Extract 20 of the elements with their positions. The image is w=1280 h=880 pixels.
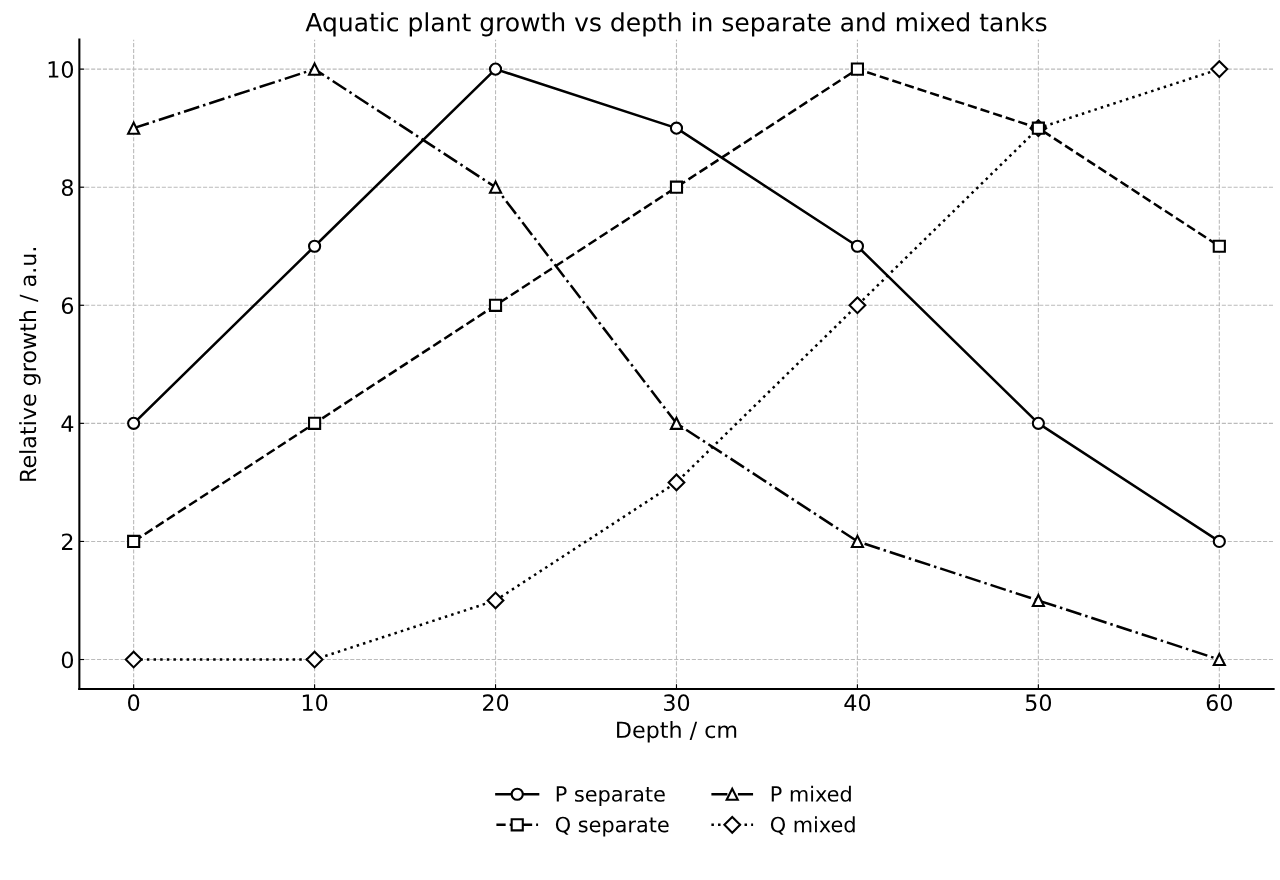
x-axis-title: Depth / cm bbox=[617, 720, 737, 743]
x-tick-label: 0 bbox=[128, 694, 140, 712]
x-tick-label: 30 bbox=[664, 694, 690, 712]
x-tick-label: 60 bbox=[1206, 694, 1232, 712]
y-tick-label: 8 bbox=[61, 179, 73, 196]
x-tick-label: 40 bbox=[844, 694, 871, 712]
y-tick-label: 2 bbox=[61, 533, 73, 550]
chart-title: Aquatic plant growth vs depth in separate and mixed tanks bbox=[305, 12, 1047, 37]
legend-label: P separate bbox=[556, 786, 665, 806]
legend-label: Q mixed bbox=[770, 816, 855, 835]
legend-label: Q separate bbox=[555, 816, 669, 837]
legend-label: P mixed bbox=[771, 785, 851, 802]
y-tick-label: 4 bbox=[61, 415, 74, 432]
y-tick-label: 0 bbox=[61, 651, 74, 669]
y-tick-label: 6 bbox=[61, 297, 74, 315]
x-tick-label: 20 bbox=[483, 694, 509, 712]
y-axis-title: Relative growth / a.u. bbox=[19, 248, 41, 481]
x-tick-label: 50 bbox=[1025, 694, 1052, 712]
x-tick-label: 10 bbox=[302, 694, 328, 712]
y-tick-label: 10 bbox=[48, 61, 74, 78]
